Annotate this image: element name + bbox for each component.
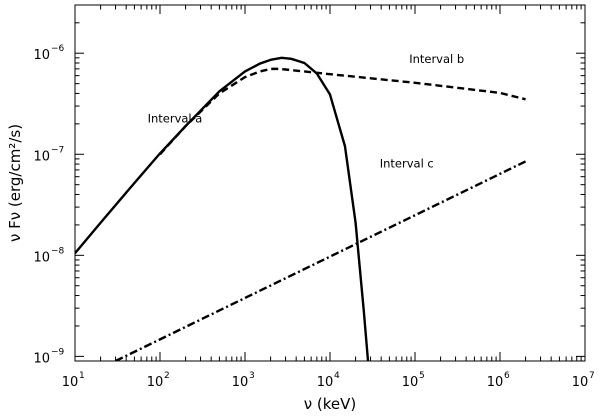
- y-axis-title: ν Fν (erg/cm²/s): [6, 124, 24, 242]
- x-tick-exponent: 3: [249, 371, 255, 381]
- x-tick-label: 10 6: [487, 371, 510, 390]
- x-tick-exponent: 7: [589, 371, 595, 381]
- annotations: Interval a Interval b Interval c: [148, 52, 465, 171]
- y-tick-base: 10: [33, 48, 50, 63]
- x-tick-base: 10: [402, 375, 419, 390]
- y-tick-label: 10 −7: [33, 145, 64, 164]
- annotation-interval: Interval a: [148, 111, 203, 125]
- axis-ticks: [74, 4, 585, 362]
- y-tick-label: 10 −6: [33, 44, 64, 63]
- x-axis-title: ν (keV): [304, 395, 357, 413]
- x-tick-label: 10 5: [402, 371, 425, 390]
- y-tick-base: 10: [33, 250, 50, 265]
- annotation-interval: Interval b: [409, 52, 464, 66]
- y-tick-label: 10 −9: [33, 347, 64, 366]
- x-tick-label: 10 7: [572, 371, 595, 390]
- x-tick-label: 10 2: [147, 371, 170, 390]
- x-tick-exponent: 1: [79, 371, 85, 381]
- series-line-dashed: [159, 67, 526, 156]
- x-tick-label: 10 3: [232, 371, 255, 390]
- x-tick-base: 10: [572, 375, 589, 390]
- x-tick-base: 10: [317, 375, 334, 390]
- x-tick-base: 10: [62, 375, 79, 390]
- x-tick-labels: 10 1 10 2 10 3 10 4 10 5 10 6 10 7: [62, 371, 595, 390]
- plot-frame: [74, 4, 586, 362]
- y-tick-exponent: −6: [51, 44, 65, 54]
- x-tick-base: 10: [147, 375, 164, 390]
- x-tick-exponent: 5: [419, 371, 425, 381]
- y-tick-exponent: −8: [51, 246, 65, 256]
- x-tick-exponent: 4: [334, 371, 340, 381]
- x-tick-exponent: 2: [164, 371, 170, 381]
- annotation-interval: Interval c: [380, 157, 434, 171]
- series-line-dash-dot: [115, 160, 527, 361]
- series-line-solid: [75, 56, 370, 361]
- x-tick-label: 10 1: [62, 371, 85, 390]
- x-tick-label: 10 4: [317, 371, 340, 390]
- data-series: [75, 56, 527, 361]
- y-tick-label: 10 −8: [33, 246, 64, 265]
- y-tick-exponent: −7: [51, 145, 64, 155]
- y-tick-exponent: −9: [51, 347, 65, 357]
- y-tick-base: 10: [33, 149, 50, 164]
- y-tick-base: 10: [33, 351, 50, 366]
- y-tick-labels: 10−910−810−710−6: [33, 44, 64, 366]
- x-tick-base: 10: [232, 375, 249, 390]
- x-tick-base: 10: [487, 375, 504, 390]
- x-tick-exponent: 6: [504, 371, 510, 381]
